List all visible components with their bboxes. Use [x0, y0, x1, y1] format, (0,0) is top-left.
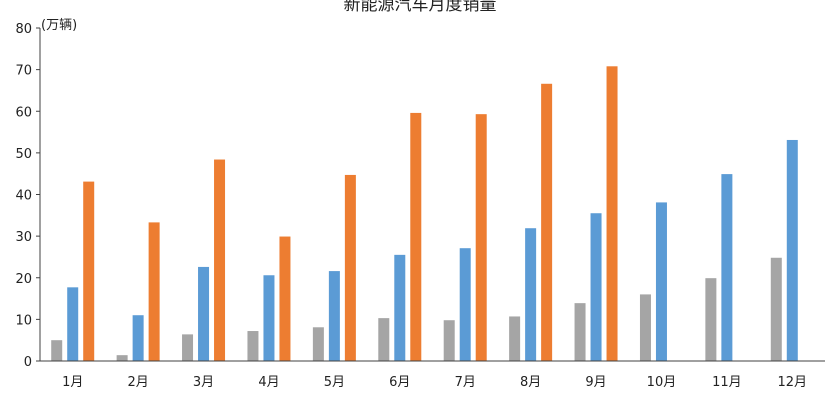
y-axis-ticks: 0 10 20 30 40 50 60 70 80	[15, 22, 40, 370]
bar-series-1	[443, 320, 455, 361]
bar-series-3	[475, 114, 487, 361]
bar-series-2	[590, 213, 602, 361]
bar-series-1	[116, 355, 128, 361]
x-tick-label: 4月	[258, 375, 279, 390]
bar-series-2	[67, 287, 79, 361]
chart-title: 新能源汽车月度销量	[344, 0, 497, 15]
bar-series-1	[247, 331, 259, 361]
bar-series-3	[214, 159, 226, 361]
x-tick-label: 9月	[585, 375, 606, 390]
x-tick-label: 2月	[127, 375, 148, 390]
bar-series-1	[574, 303, 586, 361]
bar-series-1	[639, 294, 651, 361]
bar-series-2	[786, 139, 798, 361]
y-tick-label: 20	[15, 272, 32, 287]
x-tick-label: 12月	[778, 375, 808, 390]
y-tick-label: 70	[15, 64, 32, 79]
bar-series-3	[344, 174, 356, 361]
bar-series-2	[198, 266, 210, 361]
bar-series-3	[279, 236, 291, 361]
bar-series-2	[459, 248, 471, 361]
bars-group	[51, 66, 798, 362]
bar-series-1	[312, 327, 324, 361]
y-axis-unit-label: (万辆)	[41, 18, 77, 33]
y-tick-label: 50	[15, 147, 32, 162]
bar-series-1	[378, 318, 390, 361]
y-tick-label: 60	[15, 105, 32, 120]
x-axis-ticks: 1月 2月 3月 4月 5月 6月 7月 8月 9月 10月 11月 12月	[62, 375, 807, 390]
bar-series-3	[83, 181, 95, 361]
bar-series-1	[51, 340, 63, 361]
y-tick-label: 30	[15, 230, 32, 245]
x-tick-label: 1月	[62, 375, 83, 390]
bar-series-1	[509, 316, 521, 361]
bar-series-2	[655, 202, 667, 361]
bar-series-2	[328, 271, 340, 361]
bar-series-1	[770, 257, 782, 361]
y-tick-label: 40	[15, 189, 32, 204]
y-tick-label: 80	[15, 22, 32, 37]
bar-series-1	[182, 334, 194, 361]
x-tick-label: 11月	[712, 375, 742, 390]
x-tick-label: 10月	[647, 375, 677, 390]
bar-series-3	[148, 222, 160, 361]
x-tick-label: 3月	[193, 375, 214, 390]
bar-series-3	[410, 112, 422, 361]
y-tick-label: 10	[15, 313, 32, 328]
bar-series-3	[606, 66, 618, 362]
x-tick-label: 8月	[520, 375, 541, 390]
bar-series-2	[525, 228, 537, 361]
x-tick-label: 5月	[324, 375, 345, 390]
bar-series-2	[394, 254, 406, 361]
x-tick-label: 7月	[455, 375, 476, 390]
bar-series-2	[263, 275, 275, 361]
y-tick-label: 0	[24, 355, 32, 370]
bar-series-3	[541, 83, 553, 361]
bar-series-2	[721, 174, 733, 361]
x-tick-label: 6月	[389, 375, 410, 390]
bar-series-2	[132, 315, 144, 361]
bar-series-1	[705, 278, 717, 361]
